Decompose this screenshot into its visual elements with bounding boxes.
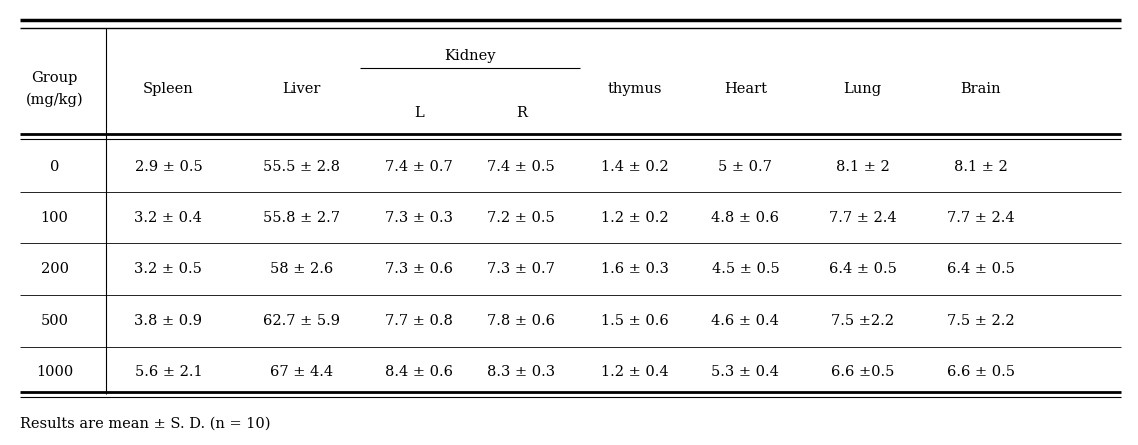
Text: 62.7 ± 5.9: 62.7 ± 5.9 xyxy=(263,314,340,328)
Text: 6.4 ± 0.5: 6.4 ± 0.5 xyxy=(947,262,1015,276)
Text: Heart: Heart xyxy=(724,82,767,96)
Text: 2.9 ± 0.5: 2.9 ± 0.5 xyxy=(134,160,203,174)
Text: 4.6 ± 0.4: 4.6 ± 0.4 xyxy=(711,314,780,328)
Text: 6.4 ± 0.5: 6.4 ± 0.5 xyxy=(828,262,897,276)
Text: R: R xyxy=(516,106,527,121)
Text: 5.3 ± 0.4: 5.3 ± 0.4 xyxy=(711,365,780,380)
Text: 7.4 ± 0.7: 7.4 ± 0.7 xyxy=(385,160,453,174)
Text: 67 ± 4.4: 67 ± 4.4 xyxy=(270,365,333,380)
Text: 7.8 ± 0.6: 7.8 ± 0.6 xyxy=(487,314,555,328)
Text: Brain: Brain xyxy=(960,82,1001,96)
Text: 3.2 ± 0.5: 3.2 ± 0.5 xyxy=(134,262,203,276)
Text: 7.7 ± 2.4: 7.7 ± 2.4 xyxy=(828,211,897,225)
Text: 1.6 ± 0.3: 1.6 ± 0.3 xyxy=(601,262,669,276)
Text: 1.2 ± 0.2: 1.2 ± 0.2 xyxy=(601,211,669,225)
Text: 1.4 ± 0.2: 1.4 ± 0.2 xyxy=(601,160,669,174)
Text: 500: 500 xyxy=(41,314,68,328)
Text: 3.2 ± 0.4: 3.2 ± 0.4 xyxy=(134,211,203,225)
Text: 4.5 ± 0.5: 4.5 ± 0.5 xyxy=(711,262,780,276)
Text: Liver: Liver xyxy=(282,82,321,96)
Text: 7.7 ± 2.4: 7.7 ± 2.4 xyxy=(947,211,1015,225)
Text: Results are mean ± S. D. (n = 10): Results are mean ± S. D. (n = 10) xyxy=(20,417,271,431)
Text: 55.8 ± 2.7: 55.8 ± 2.7 xyxy=(263,211,340,225)
Text: 7.3 ± 0.7: 7.3 ± 0.7 xyxy=(487,262,555,276)
Text: 8.1 ± 2: 8.1 ± 2 xyxy=(835,160,890,174)
Text: 6.6 ±0.5: 6.6 ±0.5 xyxy=(831,365,894,380)
Text: 0: 0 xyxy=(50,160,59,174)
Text: 1.5 ± 0.6: 1.5 ± 0.6 xyxy=(601,314,669,328)
Text: Kidney: Kidney xyxy=(444,49,496,63)
Text: 4.8 ± 0.6: 4.8 ± 0.6 xyxy=(711,211,780,225)
Text: 7.5 ±2.2: 7.5 ±2.2 xyxy=(831,314,894,328)
Text: Group
(mg/kg): Group (mg/kg) xyxy=(26,71,83,107)
Text: 200: 200 xyxy=(41,262,68,276)
Text: 6.6 ± 0.5: 6.6 ± 0.5 xyxy=(947,365,1015,380)
Text: thymus: thymus xyxy=(608,82,662,96)
Text: 7.4 ± 0.5: 7.4 ± 0.5 xyxy=(487,160,555,174)
Text: 7.2 ± 0.5: 7.2 ± 0.5 xyxy=(487,211,555,225)
Text: L: L xyxy=(414,106,423,121)
Text: 3.8 ± 0.9: 3.8 ± 0.9 xyxy=(134,314,203,328)
Text: 8.3 ± 0.3: 8.3 ± 0.3 xyxy=(487,365,555,380)
Text: Spleen: Spleen xyxy=(143,82,193,96)
Text: 7.5 ± 2.2: 7.5 ± 2.2 xyxy=(947,314,1015,328)
Text: 7.3 ± 0.6: 7.3 ± 0.6 xyxy=(385,262,453,276)
Text: 5 ± 0.7: 5 ± 0.7 xyxy=(718,160,773,174)
Text: 55.5 ± 2.8: 55.5 ± 2.8 xyxy=(263,160,340,174)
Text: 8.1 ± 2: 8.1 ± 2 xyxy=(954,160,1008,174)
Text: 1000: 1000 xyxy=(36,365,73,380)
Text: 8.4 ± 0.6: 8.4 ± 0.6 xyxy=(385,365,453,380)
Text: 58 ± 2.6: 58 ± 2.6 xyxy=(270,262,333,276)
Text: Lung: Lung xyxy=(843,82,882,96)
Text: 5.6 ± 2.1: 5.6 ± 2.1 xyxy=(134,365,203,380)
Text: 7.7 ± 0.8: 7.7 ± 0.8 xyxy=(385,314,453,328)
Text: 7.3 ± 0.3: 7.3 ± 0.3 xyxy=(385,211,453,225)
Text: 100: 100 xyxy=(41,211,68,225)
Text: 1.2 ± 0.4: 1.2 ± 0.4 xyxy=(601,365,669,380)
